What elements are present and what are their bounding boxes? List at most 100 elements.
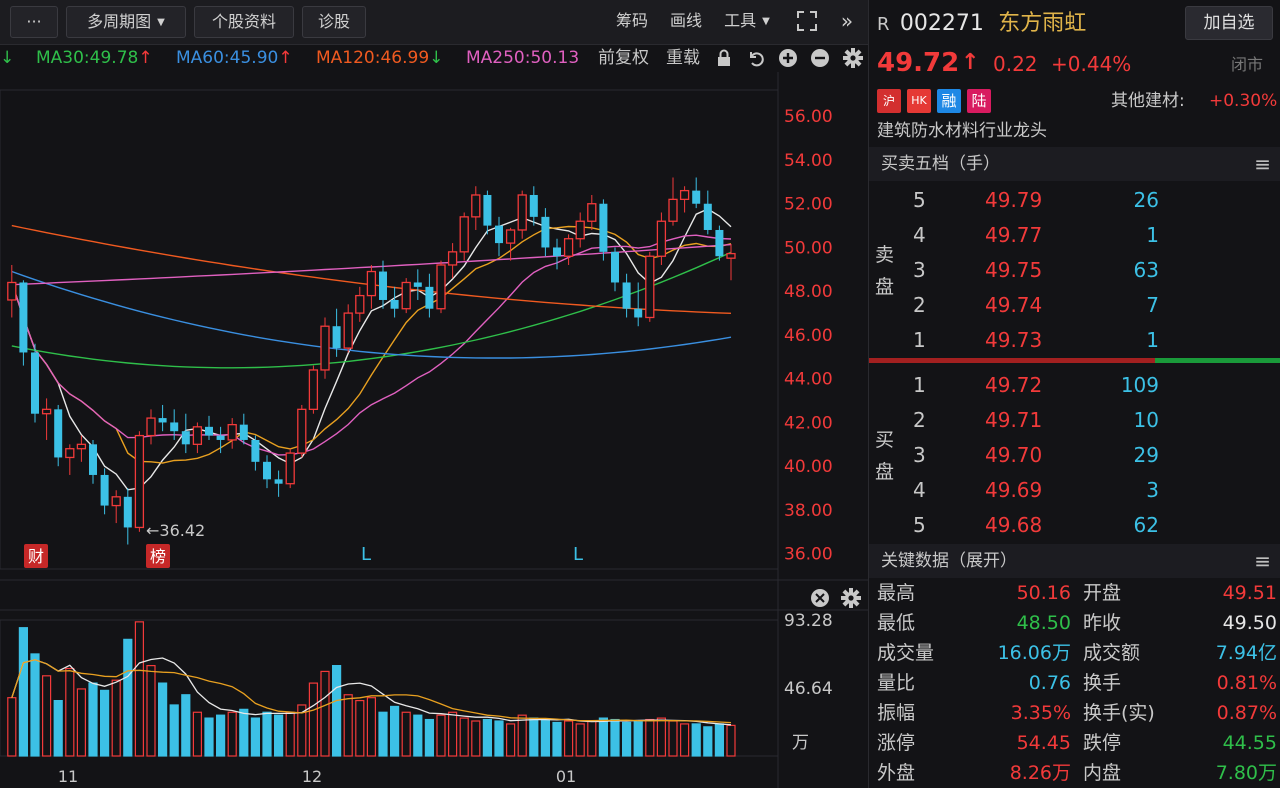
kline-chart[interactable]: 56.00 54.00 52.00 50.00 48.00 46.00 44.00 42.00…	[0, 72, 868, 788]
price-tick: 44.00	[784, 370, 833, 390]
volume-bar	[111, 679, 121, 757]
volume-bar	[633, 720, 643, 757]
buy-volume: 29	[1133, 443, 1159, 467]
keydata-header[interactable]: 关键数据（展开） ≡	[869, 544, 1280, 578]
volume-bar	[552, 721, 562, 757]
badge-hk[interactable]: HK	[907, 89, 931, 113]
volume-bar	[216, 714, 226, 757]
draw-line-button[interactable]: 画线	[669, 11, 702, 30]
event-tag-rank[interactable]: 榜	[146, 544, 170, 568]
menu-icon[interactable]: ≡	[1254, 549, 1271, 573]
chevron-down-icon: ▼	[762, 15, 770, 27]
sell-level: 3	[913, 258, 926, 282]
expand-icon[interactable]	[792, 6, 822, 36]
candle	[436, 260, 446, 314]
volume-bar	[610, 718, 620, 757]
period-dropdown[interactable]: 多周期图 ▼	[66, 6, 186, 38]
add-favorite-button[interactable]: 加自选	[1185, 6, 1273, 40]
candle	[483, 190, 492, 235]
keydata-value: 50.16	[1016, 582, 1071, 604]
candle	[656, 212, 667, 265]
badge-sh[interactable]: 沪	[877, 89, 901, 113]
x-tick-dec: 12	[302, 767, 322, 786]
sell-row[interactable]: 2 49.74 7	[869, 288, 1280, 323]
price-tick: 38.00	[784, 501, 833, 521]
ma60-label: MA60:45.90↑	[176, 44, 293, 72]
candle	[553, 238, 561, 270]
keydata-label: 开盘	[1083, 582, 1122, 604]
candle	[541, 208, 550, 257]
lock-icon[interactable]	[714, 48, 734, 77]
volume-bar	[598, 717, 609, 757]
keydata-label: 换手	[1083, 672, 1122, 694]
badge-connect[interactable]: 陆	[967, 89, 991, 113]
collapse-panel-button[interactable]: »	[840, 9, 854, 33]
event-tag-l1[interactable]: L	[361, 544, 371, 565]
buy-row[interactable]: 1 49.72 109	[869, 368, 1280, 403]
volume-bars	[7, 621, 736, 757]
ma5-line	[11, 208, 732, 491]
industry-label[interactable]: 其他建材:	[1111, 91, 1185, 111]
volume-bar	[76, 688, 87, 757]
volume-close-icon[interactable]	[811, 589, 829, 607]
ma-legend-row: ↓ MA30:49.78↑ MA60:45.90↑ MA120:46.99↓ M…	[0, 44, 868, 72]
price-tick: 40.00	[784, 457, 833, 477]
zoom-out-icon[interactable]	[810, 48, 830, 77]
ma20-line	[11, 234, 732, 456]
volume-gear-icon[interactable]	[841, 588, 861, 608]
event-tag-fin[interactable]: 财	[24, 544, 48, 568]
sell-row[interactable]: 1 49.73 1	[869, 323, 1280, 358]
overlay-button[interactable]: 重载	[666, 48, 700, 68]
menu-icon[interactable]: ≡	[1254, 152, 1271, 176]
candle	[192, 422, 203, 454]
volume-bar	[262, 711, 272, 757]
buy-row[interactable]: 5 49.68 62	[869, 508, 1280, 543]
ma60-line	[11, 270, 732, 359]
sell-row[interactable]: 3 49.75 63	[869, 253, 1280, 288]
more-button[interactable]: ···	[10, 6, 58, 38]
volume-bar	[204, 717, 214, 757]
tools-dropdown[interactable]: 工具 ▼	[714, 6, 780, 36]
volume-bar	[413, 714, 423, 757]
candle	[459, 212, 469, 261]
sell-row[interactable]: 4 49.77 1	[869, 218, 1280, 253]
sell-row[interactable]: 5 49.79 26	[869, 183, 1280, 218]
volume-bar	[401, 711, 411, 757]
candle	[65, 444, 75, 475]
buy-row[interactable]: 4 49.69 3	[869, 473, 1280, 508]
buy-row[interactable]: 2 49.71 10	[869, 403, 1280, 438]
axis-labels: 56.00 54.00 52.00 50.00 48.00 46.00 44.00 42.00…	[784, 107, 833, 699]
diagnose-button[interactable]: 诊股	[302, 6, 366, 38]
candle	[413, 269, 422, 300]
adjust-button[interactable]: 前复权	[598, 48, 649, 68]
candle	[41, 398, 52, 440]
buy-row[interactable]: 3 49.70 29	[869, 438, 1280, 473]
price-up-arrow-icon: ↑	[961, 50, 980, 75]
keydata-row: 涨停 54.45 跌停 44.55	[869, 728, 1280, 758]
candle	[7, 264, 17, 318]
keydata-row: 最高 50.16 开盘 49.51	[869, 578, 1280, 608]
badge-margin[interactable]: 融	[937, 89, 961, 113]
chips-button[interactable]: 筹码	[615, 11, 648, 30]
ma120-arrow: ↓	[429, 48, 444, 68]
keydata-value: 0.87%	[1216, 702, 1277, 724]
zoom-in-icon[interactable]	[778, 48, 798, 77]
undo-icon[interactable]	[746, 48, 766, 77]
price-tick: 54.00	[784, 151, 833, 171]
candle	[599, 199, 608, 261]
keydata-label: 换手(实)	[1083, 702, 1155, 724]
candle	[239, 413, 248, 445]
candle	[645, 251, 655, 322]
volume-bar	[587, 720, 597, 757]
volume-bar	[575, 723, 585, 757]
gear-icon[interactable]	[842, 47, 864, 78]
volume-bar	[7, 697, 17, 757]
event-tag-l2[interactable]: L	[573, 544, 583, 565]
candle	[76, 435, 87, 462]
stock-info-button[interactable]: 个股资料	[194, 6, 294, 38]
chart-toolbar: ··· 多周期图 ▼ 个股资料 诊股 筹码 画线 工具 ▼ »	[0, 0, 868, 45]
candle	[205, 415, 213, 440]
buy-label-1: 买	[875, 429, 895, 451]
volume-bar	[88, 682, 98, 757]
sell-volume: 26	[1133, 188, 1159, 212]
